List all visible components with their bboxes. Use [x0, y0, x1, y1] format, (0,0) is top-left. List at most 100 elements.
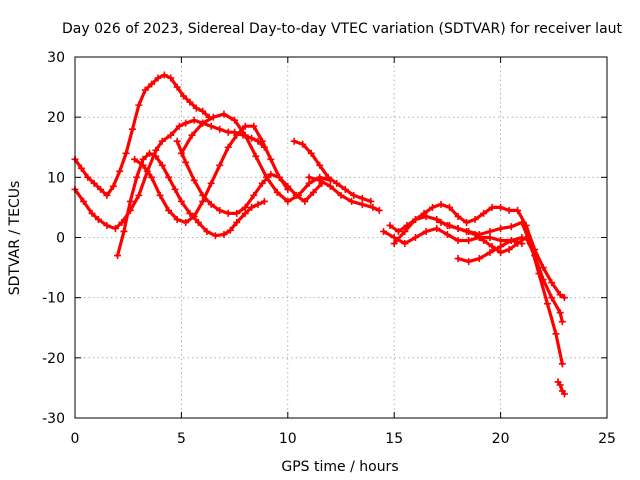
data-point [433, 215, 441, 223]
x-tick-label: 15 [385, 431, 403, 447]
data-point [139, 155, 147, 163]
data-point [486, 227, 494, 235]
data-point [248, 134, 256, 142]
data-point [480, 209, 488, 217]
data-point [488, 203, 496, 211]
data-point [558, 318, 566, 326]
data-point [341, 185, 349, 193]
data-point [411, 215, 419, 223]
data-point [165, 173, 173, 181]
data-point [252, 152, 260, 160]
data-point [186, 98, 194, 106]
data-point [358, 194, 366, 202]
data-point [556, 381, 564, 389]
y-axis-label: SDTVAR / TECUs [7, 181, 23, 296]
data-point [167, 131, 175, 139]
data-point [560, 390, 568, 398]
data-point [233, 209, 241, 217]
data-point [103, 221, 111, 229]
data-point [294, 191, 302, 199]
data-point [422, 212, 430, 220]
data-point [133, 173, 141, 181]
series-line [292, 139, 373, 203]
data-point [463, 218, 471, 226]
data-point [267, 155, 275, 163]
chart-title: Day 026 of 2023, Sidereal Day-to-day VTE… [62, 21, 623, 37]
data-point [497, 249, 505, 257]
data-point [454, 237, 462, 245]
data-point [180, 92, 188, 100]
data-point [122, 149, 130, 157]
data-point [220, 230, 228, 238]
data-point [209, 113, 217, 121]
data-point [471, 230, 479, 238]
data-point [160, 71, 168, 79]
data-point [207, 122, 215, 130]
series-arc-6 [177, 110, 334, 205]
x-tick-label: 0 [71, 431, 80, 447]
data-point [386, 221, 394, 229]
data-point [186, 209, 194, 217]
data-point [548, 294, 556, 302]
y-tick-label: -20 [42, 351, 65, 367]
data-point [443, 230, 451, 238]
data-point [411, 234, 419, 241]
data-point [375, 206, 383, 214]
data-point [192, 104, 200, 112]
data-point [173, 215, 181, 223]
data-point [258, 179, 266, 187]
data-point [220, 110, 228, 118]
data-point [199, 197, 207, 205]
data-point [539, 276, 547, 284]
data-point [454, 255, 462, 263]
data-point [394, 227, 402, 235]
y-tick-label: 0 [56, 231, 65, 247]
data-point [199, 107, 207, 115]
data-point [556, 291, 564, 299]
data-point [156, 191, 164, 199]
y-tick-label: 30 [47, 50, 65, 66]
data-point [216, 161, 224, 169]
data-point [120, 227, 128, 235]
data-point [505, 246, 513, 254]
data-point [116, 167, 124, 175]
data-point [126, 197, 134, 205]
series-arc-13 [454, 234, 526, 266]
data-point [145, 149, 153, 157]
series-arc-3 [114, 149, 268, 260]
data-point [507, 237, 515, 245]
data-point [333, 179, 341, 187]
data-point [267, 170, 275, 178]
data-point [177, 149, 185, 157]
data-point [437, 218, 445, 226]
data-point [80, 197, 88, 205]
data-point [552, 330, 560, 338]
data-point [518, 234, 526, 241]
series-arc-9 [386, 200, 568, 302]
data-point [103, 191, 111, 199]
data-point [211, 232, 219, 240]
data-point [254, 200, 262, 208]
data-point [199, 119, 207, 127]
data-point [135, 191, 143, 199]
series-arc-7 [290, 137, 375, 205]
data-point [514, 240, 522, 248]
data-point [471, 215, 479, 223]
data-point [84, 173, 92, 181]
data-point [454, 212, 462, 220]
y-tick-label: -10 [42, 291, 65, 307]
data-point [454, 224, 462, 232]
y-tick-label: 10 [47, 170, 65, 186]
data-point [152, 146, 160, 154]
data-point [224, 128, 232, 136]
series-arc-10 [380, 224, 526, 248]
data-point [446, 221, 454, 229]
data-point [465, 258, 473, 266]
data-point [305, 173, 313, 181]
data-point [77, 164, 85, 172]
data-point [231, 116, 239, 124]
data-point [224, 143, 232, 151]
data-point [128, 125, 136, 133]
data-point [199, 191, 207, 199]
data-point [497, 237, 505, 245]
